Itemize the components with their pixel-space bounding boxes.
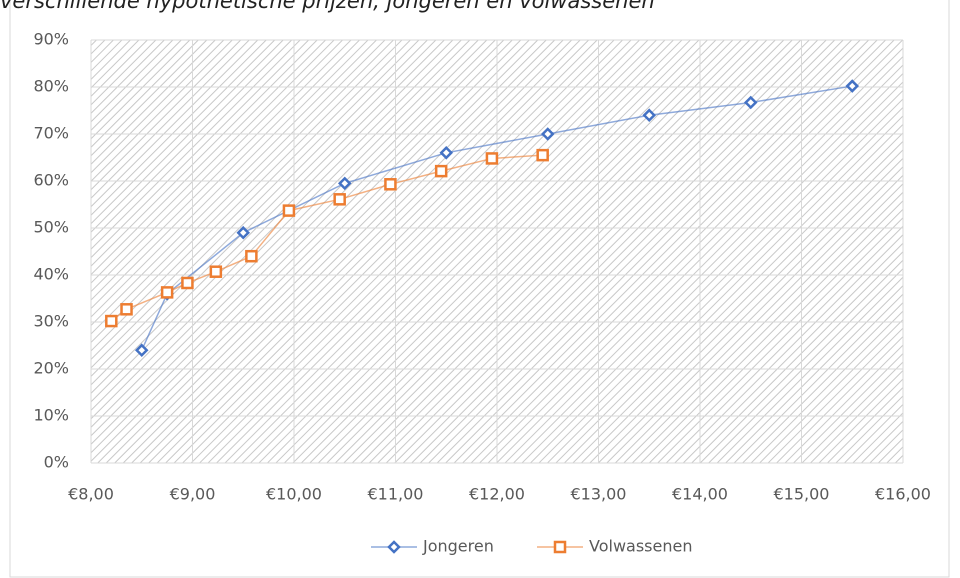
y-tick-label: 0% (44, 453, 69, 472)
data-point (209, 265, 223, 278)
data-point (134, 343, 149, 357)
data-point (245, 249, 258, 263)
series-line (110, 154, 543, 322)
y-tick-label: 40% (33, 265, 69, 284)
x-tick-label: €12,00 (469, 485, 525, 504)
legend-label: Volwassenen (589, 537, 692, 556)
y-tick-label: 10% (33, 406, 69, 425)
data-point (337, 176, 352, 191)
y-tick-label: 20% (33, 359, 69, 378)
x-tick-label: €14,00 (672, 485, 728, 504)
data-point (384, 178, 397, 191)
data-point (236, 225, 251, 240)
data-point (160, 286, 174, 299)
data-point (434, 164, 448, 178)
y-tick-label: 50% (33, 218, 69, 237)
legend-marker (553, 540, 567, 554)
data-point (540, 127, 555, 141)
x-tick-label: €9,00 (170, 485, 216, 504)
data-point (845, 79, 860, 93)
data-point (120, 303, 133, 316)
x-tick-label: €16,00 (875, 485, 931, 504)
legend-label: Jongeren (422, 537, 494, 556)
data-point (181, 276, 194, 290)
data-point (536, 148, 549, 162)
legend-marker (387, 540, 401, 554)
x-tick-label: €8,00 (68, 485, 114, 504)
data-point (439, 146, 454, 160)
chart-title: verschillende hypothetische prijzen, jon… (0, 0, 655, 13)
data-point (282, 204, 296, 217)
y-tick-label: 60% (33, 171, 69, 190)
y-tick-label: 30% (33, 312, 69, 331)
data-point (743, 95, 758, 110)
y-tick-label: 70% (33, 124, 69, 143)
x-tick-label: €11,00 (368, 485, 424, 504)
x-tick-label: €10,00 (266, 485, 322, 504)
chart-border (9, 0, 950, 578)
data-point (105, 314, 118, 328)
x-tick-label: €13,00 (571, 485, 627, 504)
y-tick-label: 90% (33, 30, 69, 49)
y-tick-label: 80% (33, 77, 69, 96)
data-point (333, 193, 346, 206)
x-tick-label: €15,00 (774, 485, 830, 504)
data-point (485, 152, 499, 165)
data-point (642, 108, 657, 122)
